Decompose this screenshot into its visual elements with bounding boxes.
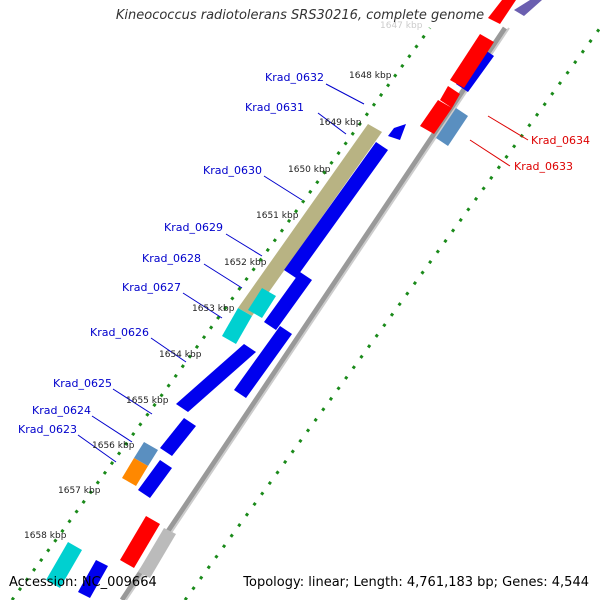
reverse-cds-arrow <box>78 560 108 598</box>
reverse-cds-arrow <box>160 418 196 456</box>
steelblue-feature <box>134 442 158 466</box>
gc-skew-dotted-track-inner <box>183 27 600 600</box>
accession-label: Accession: NC_009664 <box>9 575 157 590</box>
forward-cds-arrow <box>420 100 452 134</box>
kbp-tick-label: 1648 kbp <box>349 71 392 81</box>
gene-label-krad-0633[interactable]: Krad_0633 <box>514 160 573 173</box>
reverse-strand-cds-track <box>78 48 494 598</box>
genome-backbone-shadow <box>125 27 510 600</box>
gene-label-krad-0625[interactable]: Krad_0625 <box>53 377 112 390</box>
reverse-cds-arrow <box>138 460 172 498</box>
kbp-tick-label: 1652 kbp <box>224 258 267 268</box>
gene-label-krad-0627[interactable]: Krad_0627 <box>122 281 181 294</box>
reverse-cds-arrow <box>234 326 292 398</box>
reverse-cds-arrow <box>264 272 312 330</box>
kbp-tick-label: 1649 kbp <box>319 118 362 128</box>
gene-label-krad-0628[interactable]: Krad_0628 <box>142 252 201 265</box>
kbp-tick-label: 1656 kbp <box>92 441 135 451</box>
gene-label-krad-0632[interactable]: Krad_0632 <box>265 71 324 84</box>
kbp-tick-label: 1654 kbp <box>159 350 202 360</box>
gene-label-krad-0630[interactable]: Krad_0630 <box>203 164 262 177</box>
gene-label-krad-0624[interactable]: Krad_0624 <box>32 404 91 417</box>
gc-skew-dotted-track-outer <box>10 27 432 600</box>
purple-feature <box>514 0 542 16</box>
forward-cds-arrow <box>450 34 494 88</box>
reverse-cds-arrow <box>388 124 406 140</box>
forward-cds-arrow <box>120 516 160 568</box>
gene-label-krad-0623[interactable]: Krad_0623 <box>18 423 77 436</box>
forward-cds-arrow <box>488 0 516 24</box>
cyan-feature <box>222 308 252 344</box>
reverse-gene-labels: Krad_0632 Krad_0631 Krad_0630 Krad_0629 … <box>18 71 324 436</box>
cyan-feature-upper <box>248 288 276 318</box>
gene-label-krad-0626[interactable]: Krad_0626 <box>90 326 149 339</box>
gene-label-krad-0629[interactable]: Krad_0629 <box>164 221 223 234</box>
forward-strand-cds-track <box>120 0 516 568</box>
genome-title: Kineococcus radiotolerans SRS30216, comp… <box>115 8 485 23</box>
reverse-gene-callouts <box>77 83 365 463</box>
kbp-tick-label: 1657 kbp <box>58 486 101 496</box>
gene-locus-band <box>238 124 382 316</box>
kbp-tick-label: 1647 kbp <box>380 21 423 31</box>
kbp-tick-label: 1653 kbp <box>192 304 235 314</box>
steelblue-feature-forward <box>436 108 468 146</box>
orange-feature <box>122 458 148 486</box>
cyan-feature-bottom <box>46 542 82 588</box>
gene-label-krad-0631[interactable]: Krad_0631 <box>245 101 304 114</box>
forward-cds-arrow <box>440 86 460 108</box>
reverse-cds-arrow <box>284 142 388 278</box>
topology-summary: Topology: linear; Length: 4,761,183 bp; … <box>243 575 589 590</box>
kbp-tick-label: 1651 kbp <box>256 211 299 221</box>
gene-label-krad-0634[interactable]: Krad_0634 <box>531 134 590 147</box>
kbp-tick-label: 1658 kbp <box>24 531 67 541</box>
kbp-tick-labels: 1647 kbp 1648 kbp 1649 kbp 1650 kbp 1651… <box>24 21 423 541</box>
forward-gene-labels: Krad_0634 Krad_0633 <box>514 134 590 173</box>
gray-feature <box>138 528 176 578</box>
kbp-tick-label: 1650 kbp <box>288 165 331 175</box>
reverse-cds-arrow <box>176 344 256 412</box>
kbp-tick-label: 1655 kbp <box>126 396 169 406</box>
forward-gene-callouts <box>469 115 529 167</box>
